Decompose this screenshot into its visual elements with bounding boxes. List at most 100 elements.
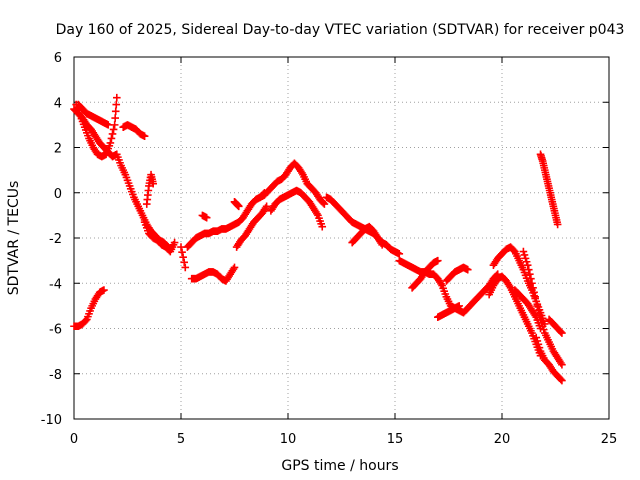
data-point [538, 322, 547, 331]
data-point [463, 265, 472, 274]
data-point [181, 263, 190, 272]
series-track-l [177, 243, 190, 272]
data-point [558, 329, 566, 337]
x-tick-label: 10 [280, 432, 297, 447]
data-point [315, 214, 323, 223]
data-point [111, 114, 119, 122]
data-point [141, 221, 150, 229]
data-point [178, 248, 186, 256]
series-track-ab [536, 150, 562, 229]
data-point [109, 125, 118, 134]
data-point [177, 243, 185, 251]
data-point [530, 288, 538, 297]
data-point [112, 100, 121, 109]
series-track-e [70, 286, 108, 331]
data-point [179, 253, 187, 262]
data-point [123, 176, 132, 185]
series-track-n [256, 159, 329, 208]
series-track-i [187, 263, 239, 285]
data-point [531, 293, 539, 301]
data-point [149, 179, 157, 188]
data-point [121, 170, 130, 179]
data-point [108, 130, 117, 138]
data-point [534, 306, 543, 315]
data-point [557, 375, 565, 384]
data-point [170, 238, 179, 247]
data-point [114, 153, 122, 161]
data-point [80, 123, 89, 131]
data-point [125, 182, 134, 190]
data-point [526, 270, 534, 278]
series-track-aa [545, 315, 566, 337]
data-point [440, 287, 449, 295]
data-point [520, 268, 529, 277]
data-point [142, 224, 151, 232]
series-track-z [532, 333, 566, 385]
y-tick-label: 4 [54, 96, 62, 111]
data-point [455, 302, 463, 310]
data-point [317, 220, 325, 228]
chart-title: Day 160 of 2025, Sidereal Day-to-day VTE… [56, 22, 625, 38]
data-point [78, 117, 87, 126]
data-point [202, 213, 211, 222]
x-tick-label: 0 [70, 432, 78, 447]
data-point [319, 199, 328, 207]
data-point [111, 107, 120, 116]
y-tick-label: -8 [49, 368, 62, 383]
data-point [539, 325, 548, 334]
data-point [83, 128, 91, 137]
data-point [115, 156, 123, 164]
data-point [318, 222, 327, 231]
data-point [553, 220, 562, 229]
x-tick-label: 15 [387, 432, 404, 447]
x-tick-label: 20 [494, 432, 511, 447]
series-track-k [230, 198, 243, 211]
data-point [100, 286, 108, 294]
data-point [104, 144, 113, 153]
data-point [522, 257, 531, 266]
data-point [521, 254, 530, 263]
data-point [524, 265, 533, 274]
data-point [107, 134, 116, 143]
data-point [535, 311, 544, 319]
data-point [521, 271, 530, 280]
data-point [520, 251, 529, 259]
series-track-g [142, 170, 157, 208]
series-track-o [267, 186, 327, 231]
grid-lines [74, 57, 609, 419]
data-point [537, 319, 546, 327]
data-point [395, 250, 404, 258]
data-point [262, 202, 271, 211]
data-point [85, 309, 93, 318]
data-point [113, 93, 121, 102]
data-point [532, 297, 541, 306]
axis-ticks: 0 5 10 15 20 25 -10 -8 -6 -4 -2 0 2 4 6 [41, 51, 618, 447]
y-tick-label: 6 [54, 51, 62, 66]
data-point [314, 211, 322, 220]
y-axis-label: SDTVAR / TECUs [6, 181, 22, 296]
x-tick-label: 25 [601, 432, 618, 447]
data-point [528, 279, 536, 288]
data-point [320, 200, 329, 208]
data-point [105, 142, 114, 150]
data-point [180, 258, 189, 267]
y-tick-label: 0 [54, 187, 62, 202]
data-point [76, 112, 85, 120]
data-point [536, 315, 545, 324]
x-axis-label: GPS time / hours [281, 458, 398, 474]
series-track-s [408, 256, 442, 292]
data-point [84, 312, 92, 321]
data-point [103, 147, 111, 156]
series-track-h [183, 188, 269, 251]
data-point [127, 187, 136, 196]
data-point [77, 114, 86, 123]
data-point [378, 240, 386, 249]
data-point [535, 343, 544, 352]
data-point [81, 126, 90, 134]
data-point [102, 150, 110, 159]
data-point [523, 261, 532, 269]
data-point [86, 307, 94, 315]
data-point [116, 158, 124, 167]
y-tick-label: -10 [41, 413, 62, 428]
data-point [129, 190, 137, 199]
